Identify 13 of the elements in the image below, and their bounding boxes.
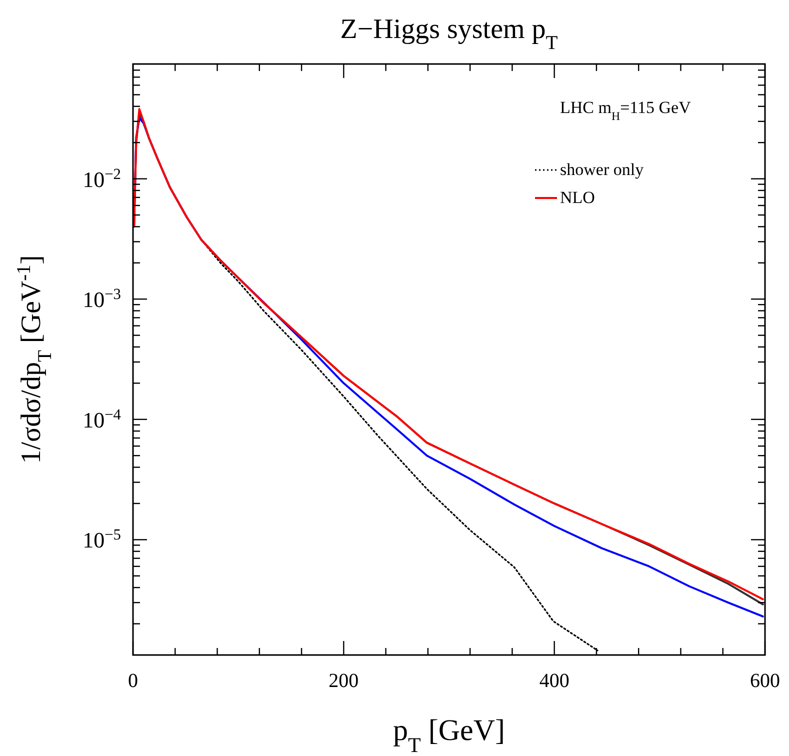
y-tick-label: 10$^{−3}$ (82, 286, 122, 312)
x-tick-label: 400 (539, 670, 570, 692)
legend-label: shower only (560, 160, 644, 179)
x-tick-label: 600 (750, 670, 780, 692)
y-tick-label: 10$^{−5}$ (82, 526, 122, 553)
y-tick-label: 10$^{−2}$ (82, 165, 121, 192)
x-axis-title: p$_{T}$ [GeV] (393, 714, 505, 756)
annotation: LHC m$_{H}$=115 GeV (560, 98, 692, 123)
x-tick-label: 0 (128, 670, 138, 692)
chart-title: Z−Higgs system p$_{T}$ (340, 14, 558, 54)
x-tick-label: 200 (328, 670, 359, 692)
legend-label: NLO (560, 188, 595, 207)
y-tick-label: 10$^{−4}$ (82, 406, 122, 432)
